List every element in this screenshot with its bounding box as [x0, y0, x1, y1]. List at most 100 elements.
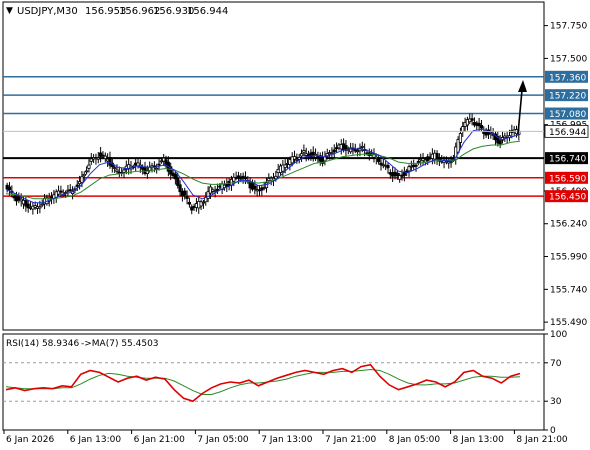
candle-body: [360, 145, 364, 148]
candle-body: [38, 206, 42, 209]
price-panel[interactable]: [2, 1, 545, 331]
candlestick-series: [5, 113, 521, 215]
rsi-axis: 100 70 30 0: [544, 330, 567, 436]
candle-body: [295, 158, 299, 161]
candle-body: [89, 158, 93, 162]
time-tick-label: 7 Jan 13:00: [261, 435, 313, 445]
candle-body: [323, 156, 327, 162]
candle-body: [108, 157, 112, 166]
candle-body: [421, 158, 425, 162]
candle-body: [59, 190, 63, 193]
time-tick-label: 6 Jan 2026: [6, 435, 54, 445]
rsi-title: RSI(14) 58.9346: [6, 339, 79, 349]
time-axis: 6 Jan 2026 6 Jan 13:00 6 Jan 21:00 7 Jan 05…: [3, 430, 568, 445]
price-tick-label: 155.990: [550, 253, 587, 263]
candle-body: [470, 118, 474, 121]
ma-fast-line: [5, 128, 521, 204]
price-tick-label: 157.750: [550, 22, 587, 32]
level-label: 157.220: [549, 92, 586, 102]
level-label-box: [545, 70, 588, 83]
candle-body: [260, 187, 264, 191]
ohlc-close: 156.944: [187, 6, 228, 17]
candle-body: [461, 126, 465, 132]
time-tick-label: 8 Jan 05:00: [389, 435, 441, 445]
moving-averages: [5, 128, 521, 204]
candle-body: [292, 156, 297, 160]
candle-body: [479, 125, 484, 129]
candle-body: [152, 165, 156, 168]
level-labels: 157.360 157.220 157.080 156.740 156.590 156.4…: [545, 70, 588, 203]
candle-body: [465, 119, 470, 126]
candle-body: [26, 203, 30, 209]
candle-body: [96, 157, 100, 160]
candle-body: [349, 147, 353, 153]
candle-body: [185, 195, 189, 199]
candle-body: [449, 161, 453, 164]
candle-body: [187, 201, 192, 205]
rsi-ma-label: ->MA(7) 55.4503: [81, 339, 159, 349]
candle-body: [353, 149, 357, 152]
candle-body: [426, 156, 430, 161]
candle-body: [101, 154, 105, 157]
candle-body: [344, 145, 348, 151]
level-label-box: [545, 89, 588, 102]
level-label: 157.080: [549, 110, 586, 120]
candle-body: [243, 176, 248, 180]
candle-body: [264, 182, 269, 189]
time-tick-label: 6 Jan 21:00: [134, 435, 186, 445]
candle-body: [183, 190, 187, 196]
candle-body: [407, 166, 411, 172]
candle-body: [155, 167, 159, 170]
candle-body: [113, 167, 117, 169]
level-label: 156.590: [549, 174, 586, 184]
symbol-dropdown-icon[interactable]: ▼: [6, 6, 13, 16]
candle-body: [330, 152, 334, 155]
candle-body: [395, 172, 399, 177]
candle-body: [40, 203, 44, 206]
candle-body: [477, 122, 481, 127]
candle-body: [416, 161, 420, 163]
rsi-ma-line: [5, 368, 521, 395]
ohlc-high: 156.962: [119, 6, 160, 17]
rsi-line: [5, 363, 521, 403]
rsi-tick-label: 100: [550, 330, 567, 340]
ohlc-open: 156.953: [85, 6, 126, 17]
rsi-tick-label: 0: [550, 426, 556, 436]
candle-body: [173, 173, 177, 180]
candle-body: [82, 173, 86, 177]
candle-body: [169, 166, 173, 175]
price-tick-label: 155.490: [550, 318, 587, 328]
level-label-box: [545, 107, 588, 120]
candle-body: [80, 176, 84, 184]
price-tick-label: 157.500: [550, 54, 587, 64]
candle-body: [232, 176, 236, 182]
candle-body: [176, 178, 180, 186]
candle-body: [157, 163, 161, 166]
level-label: 156.450: [549, 193, 586, 203]
candle-body: [215, 188, 220, 191]
candle-body: [458, 133, 463, 143]
level-label-box: [545, 190, 588, 203]
ohlc-low: 156.930: [153, 6, 194, 17]
current-price-box: [544, 124, 589, 138]
candle-body: [302, 150, 306, 153]
current-price-label: 156.944: [549, 128, 586, 138]
candle-body: [253, 185, 257, 190]
rsi-lines: [5, 363, 521, 403]
candle-body: [24, 200, 28, 207]
symbol-timeframe: USDJPY,M30: [17, 6, 78, 17]
projection-arrow-line: [517, 89, 523, 135]
candle-body: [356, 150, 360, 153]
price-tick-label: 156.240: [550, 220, 587, 230]
candle-body: [199, 201, 203, 207]
candle-body: [190, 206, 194, 211]
level-label-box: [545, 171, 588, 184]
candle-body: [386, 165, 390, 169]
candle-body: [414, 164, 418, 167]
candle-body: [99, 152, 103, 157]
candle-body: [206, 191, 210, 199]
ma-slow-line: [5, 140, 521, 200]
candle-body: [358, 147, 362, 152]
candle-body: [87, 164, 91, 169]
